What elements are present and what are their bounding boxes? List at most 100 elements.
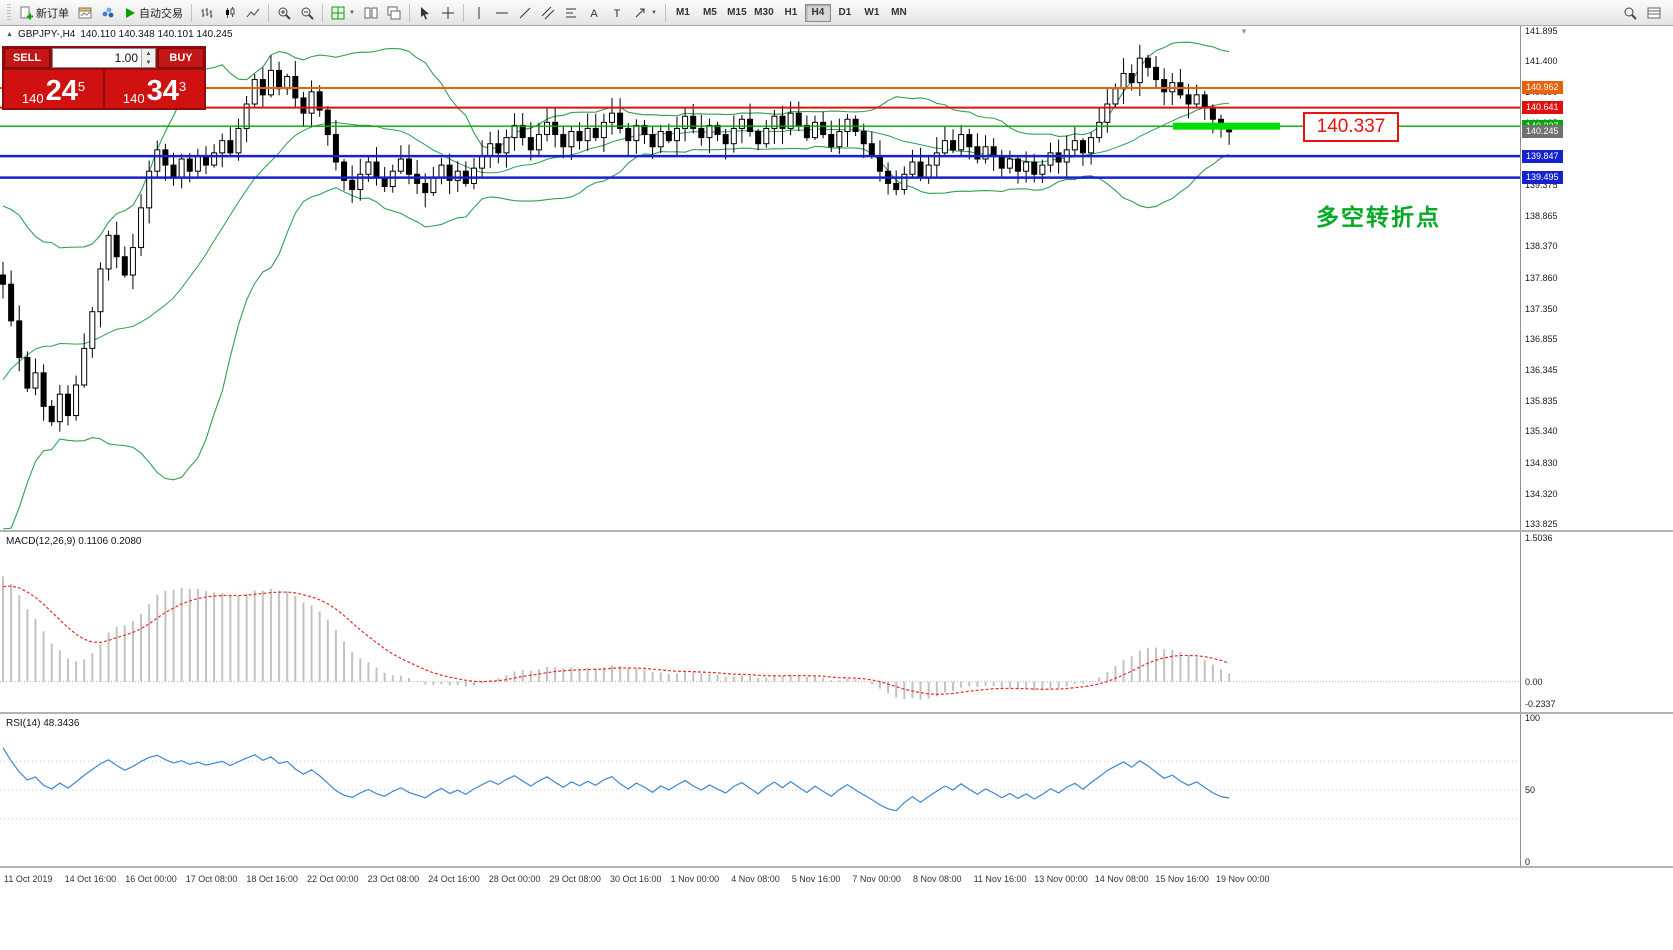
price-tick: 138.865 [1525, 211, 1558, 222]
price-tick: 137.350 [1525, 303, 1558, 314]
macd-axis-tick: 0.00 [1525, 676, 1543, 687]
candlestick-svg [0, 41, 1520, 530]
buy-button[interactable]: BUY [158, 48, 204, 68]
panel-separator[interactable] [0, 530, 1673, 532]
rsi-panel[interactable]: RSI(14) 48.3436 [0, 714, 1520, 866]
ask-price-tile[interactable]: 140 34 3 [105, 70, 204, 108]
price-tick: 137.860 [1525, 272, 1558, 283]
trendline-icon [519, 7, 531, 18]
bid-price-prefix: 140 [21, 91, 44, 106]
timeframe-m5[interactable]: M5 [702, 6, 717, 18]
bid-price-main: 24 [45, 75, 78, 107]
timeframe-w1[interactable]: W1 [864, 6, 880, 18]
toolbar-separator [462, 3, 464, 22]
indicators-button[interactable]: ▼ [327, 3, 359, 23]
panel-separator[interactable] [0, 866, 1673, 868]
symbol-name: GBPJPY-,H4 [17, 29, 76, 40]
timeframe-m15[interactable]: M15 [727, 6, 747, 18]
price-tick: 136.855 [1525, 333, 1558, 344]
text-tool-button[interactable]: A [583, 3, 605, 23]
price-badge: 140.641 [1522, 101, 1563, 115]
bar-chart-button[interactable] [196, 3, 218, 23]
chart-shift-marker[interactable]: ▼ [1240, 27, 1248, 36]
candlestick-icon [226, 6, 235, 18]
volume-value[interactable]: 1.00 [114, 51, 138, 65]
rsi-axis[interactable]: 100 50 0 [1520, 713, 1673, 867]
autotrading-label: 自动交易 [139, 7, 183, 20]
vertical-line-button[interactable] [468, 3, 490, 23]
zoom-in-button[interactable] [273, 3, 295, 23]
candlestick-chart-button[interactable] [219, 3, 241, 23]
search-button[interactable] [1619, 3, 1641, 23]
timeframe-h4[interactable]: H4 [804, 3, 831, 22]
timeframe-mn[interactable]: MN [891, 6, 907, 18]
time-label: 22 Oct 00:00 [307, 874, 359, 884]
zoom-out-icon [301, 7, 314, 20]
profiles-button[interactable] [97, 3, 119, 23]
ask-price-sup: 3 [178, 79, 187, 94]
price-tick: 141.895 [1525, 26, 1558, 36]
price-level-label[interactable]: 140.337 [1303, 112, 1399, 142]
toolbar-separator [268, 3, 269, 22]
zoom-out-button[interactable] [296, 3, 318, 23]
time-label: 28 Oct 00:00 [488, 874, 541, 884]
new-order-button[interactable]: 新订单 [15, 3, 73, 23]
macd-panel[interactable]: MACD(12,26,9) 0.1106 0.2080 [0, 532, 1520, 712]
time-axis[interactable]: 11 Oct 2019 14 Oct 16:00 16 Oct 00:00 17 Oc… [0, 868, 1673, 894]
data-window-button[interactable] [1643, 3, 1665, 23]
toolbar-separator [191, 3, 192, 22]
rsi-axis-tick: 0 [1525, 857, 1531, 867]
svg-text:A: A [590, 8, 598, 20]
one-click-trade-panel: SELL 1.00 ▲ ▼ BUY 140 24 5 140 34 3 [2, 46, 206, 110]
timeframe-h1[interactable]: H1 [784, 6, 798, 18]
sell-button[interactable]: SELL [4, 48, 50, 68]
time-label: 23 Oct 08:00 [367, 874, 420, 884]
macd-axis[interactable]: 1.5036 0.00 -0.2337 [1520, 532, 1673, 712]
cascade-windows-button[interactable] [383, 3, 405, 23]
time-label: 13 Nov 00:00 [1034, 874, 1088, 884]
macd-axis-tick: 1.5036 [1525, 533, 1553, 543]
price-tick: 135.340 [1525, 426, 1558, 437]
dropdown-caret-icon: ▼ [349, 9, 355, 16]
rsi-axis-tick: 50 [1525, 785, 1536, 795]
channel-button[interactable] [537, 3, 559, 23]
toolbar-separator [322, 3, 323, 22]
bid-price-tile[interactable]: 140 24 5 [4, 70, 103, 108]
timeframe-m30[interactable]: M30 [754, 6, 774, 18]
tile-windows-button[interactable] [360, 3, 382, 23]
time-label: 7 Nov 00:00 [852, 874, 901, 884]
volume-field[interactable]: 1.00 ▲ ▼ [52, 48, 156, 68]
panel-separator[interactable] [0, 712, 1673, 714]
price-badge: 140.962 [1522, 81, 1563, 95]
timeframe-m1[interactable]: M1 [675, 6, 690, 18]
chart-annotation-text[interactable]: 多空转折点 [1316, 204, 1441, 230]
indicators-icon [331, 6, 345, 19]
volume-down-button[interactable]: ▼ [142, 58, 155, 67]
autotrading-play-icon [126, 7, 135, 18]
macd-label: MACD(12,26,9) 0.1106 0.2080 [6, 536, 142, 547]
line-chart-icon [246, 8, 260, 17]
crosshair-button[interactable] [437, 3, 459, 23]
symbol-marker-icon: ▲ [6, 31, 13, 38]
horizontal-line-button[interactable] [491, 3, 513, 23]
time-label: 18 Oct 16:00 [246, 874, 298, 884]
bar-chart-icon [201, 7, 213, 18]
time-label: 14 Oct 16:00 [64, 874, 117, 884]
price-tick: 136.345 [1525, 365, 1558, 376]
line-chart-button[interactable] [242, 3, 264, 23]
price-tick: 135.835 [1525, 396, 1558, 407]
fibonacci-button[interactable] [560, 3, 582, 23]
volume-up-button[interactable]: ▲ [142, 49, 155, 58]
time-label: 11 Nov 16:00 [973, 874, 1027, 884]
autotrading-button[interactable]: 自动交易 [120, 3, 187, 23]
main-chart[interactable]: ▲ GBPJPY-,H4 140.110 140.348 140.101 140… [0, 26, 1520, 530]
cursor-button[interactable] [414, 3, 436, 23]
arrow-objects-button[interactable]: ▼ [629, 3, 661, 23]
label-tool-button[interactable]: T [606, 3, 628, 23]
price-axis[interactable]: 141.895141.400140.890140.385139.880139.3… [1520, 26, 1673, 530]
timeframe-d1[interactable]: D1 [838, 6, 852, 18]
chart-window-button[interactable] [74, 3, 96, 23]
toolbar-grip[interactable] [7, 3, 11, 22]
rsi-axis-tick: 100 [1525, 713, 1541, 723]
trendline-button[interactable] [514, 3, 536, 23]
